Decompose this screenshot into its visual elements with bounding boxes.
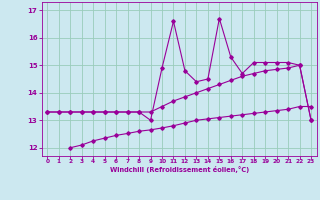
- X-axis label: Windchill (Refroidissement éolien,°C): Windchill (Refroidissement éolien,°C): [109, 166, 249, 173]
